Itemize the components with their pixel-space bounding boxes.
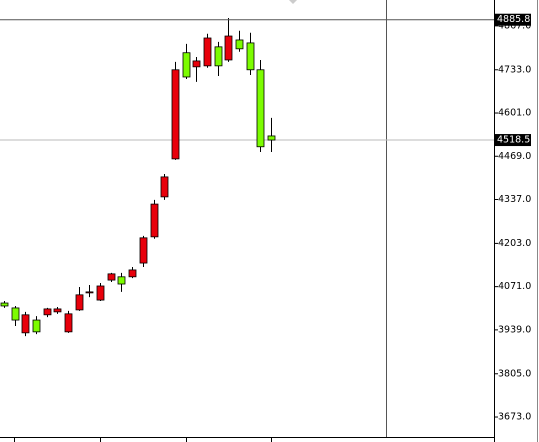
y-tick-label: 4337.0 xyxy=(498,194,531,205)
candle-body xyxy=(150,203,159,238)
candle-body xyxy=(214,46,223,67)
candle-body xyxy=(21,314,30,334)
y-tick-label: 3939.0 xyxy=(498,324,531,335)
y-tick-label: 3805.0 xyxy=(498,368,531,379)
price-label: 4518.5 xyxy=(497,135,530,146)
y-tick-label: 3673.0 xyxy=(498,412,531,423)
candle-body xyxy=(203,37,212,67)
candle-body xyxy=(32,319,41,333)
marker xyxy=(289,0,297,4)
price-label-box xyxy=(495,134,531,147)
candle-body xyxy=(11,307,20,321)
candle-body xyxy=(96,285,105,301)
candle-body xyxy=(192,60,201,68)
candle-body xyxy=(107,273,116,281)
y-tick-label: 4867.0 xyxy=(498,20,531,31)
candle-body xyxy=(246,42,255,71)
candle-body xyxy=(85,291,94,294)
candle-body xyxy=(224,35,233,61)
candle-body xyxy=(235,39,244,50)
y-tick-label: 4071.0 xyxy=(498,281,531,292)
candle-body xyxy=(75,294,84,311)
candle-body xyxy=(267,135,276,141)
candle-body xyxy=(53,308,62,313)
y-tick-label: 4733.0 xyxy=(498,64,531,75)
price-label: 4885.8 xyxy=(497,14,530,25)
candle-body xyxy=(171,69,180,160)
candle-body xyxy=(182,52,191,78)
candle-body xyxy=(117,276,126,285)
candle-body xyxy=(0,302,9,307)
y-tick-label: 4469.0 xyxy=(498,151,531,162)
candle-body xyxy=(64,313,73,333)
candle-body xyxy=(256,69,265,148)
y-tick-label: 4601.0 xyxy=(498,108,531,119)
candle-body xyxy=(43,308,52,316)
candle-body xyxy=(128,269,137,278)
price-label-box xyxy=(495,13,531,26)
candle-body xyxy=(139,237,148,264)
candle-body xyxy=(160,176,169,198)
y-tick-label: 4203.0 xyxy=(498,238,531,249)
